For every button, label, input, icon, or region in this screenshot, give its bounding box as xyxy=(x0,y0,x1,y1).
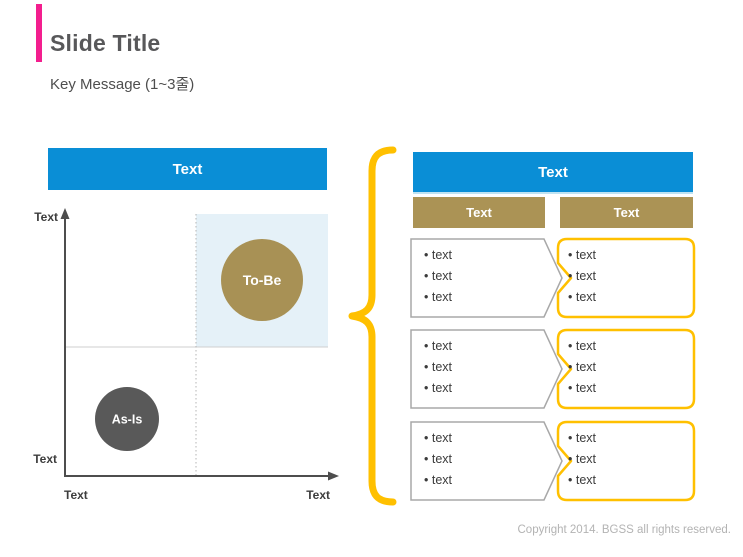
x-axis-right-label: Text xyxy=(306,488,330,502)
bullet-item: text xyxy=(424,470,544,491)
key-message: Key Message (1~3줄) xyxy=(50,76,195,93)
as-is-label: As-Is xyxy=(112,413,143,427)
matrix-panel-header: Text xyxy=(48,148,327,190)
bullet-item: text xyxy=(568,287,686,308)
arrow-box-list: text text text xyxy=(424,336,544,399)
detail-column-header-right: Text xyxy=(560,197,693,228)
bullet-item: text xyxy=(424,266,544,287)
curly-brace-shape xyxy=(348,146,397,506)
x-axis-left-label: Text xyxy=(64,488,88,502)
bullet-item: text xyxy=(424,378,544,399)
bullet-item: text xyxy=(568,449,686,470)
bullet-item: text xyxy=(424,245,544,266)
slide-title: Slide Title xyxy=(50,30,161,56)
detail-row: text text text text text text xyxy=(410,237,700,319)
copyright-text: Copyright 2014. BGSS all rights reserved… xyxy=(517,524,732,536)
accent-bar xyxy=(36,4,42,62)
bullet-item: text xyxy=(424,428,544,449)
matrix-panel-header-label: Text xyxy=(172,160,203,178)
to-be-circle xyxy=(221,239,303,321)
detail-column-header-right-label: Text xyxy=(613,205,640,220)
bullet-item: text xyxy=(568,266,686,287)
x-axis-arrow-icon xyxy=(328,471,339,481)
bullet-item: text xyxy=(424,449,544,470)
to-be-label: To-Be xyxy=(243,272,282,288)
bullet-item: text xyxy=(568,470,686,491)
bullet-item: text xyxy=(568,378,686,399)
y-axis-bottom-label: Text xyxy=(33,452,57,466)
detail-row: text text text text text text xyxy=(410,328,700,410)
as-is-circle xyxy=(95,387,159,451)
bullet-item: text xyxy=(568,357,686,378)
callout-box-list: text text text xyxy=(568,428,686,491)
arrow-box-list: text text text xyxy=(424,245,544,308)
detail-panel-header-label: Text xyxy=(538,163,568,181)
detail-panel-header: Text xyxy=(413,152,693,194)
callout-box-list: text text text xyxy=(568,336,686,399)
detail-row: text text text text text text xyxy=(410,420,700,502)
bullet-item: text xyxy=(568,245,686,266)
bullet-item: text xyxy=(424,357,544,378)
arrow-box-list: text text text xyxy=(424,428,544,491)
quadrant-chart: Text Text Text Text To-Be As-Is xyxy=(33,208,339,502)
bullet-item: text xyxy=(568,336,686,357)
detail-column-header-left: Text xyxy=(413,197,545,228)
y-axis-top-label: Text xyxy=(34,210,58,224)
bullet-item: text xyxy=(424,287,544,308)
detail-column-header-left-label: Text xyxy=(466,205,492,220)
y-axis-arrow-icon xyxy=(60,208,70,219)
bullet-item: text xyxy=(568,428,686,449)
callout-box-list: text text text xyxy=(568,245,686,308)
bullet-item: text xyxy=(424,336,544,357)
